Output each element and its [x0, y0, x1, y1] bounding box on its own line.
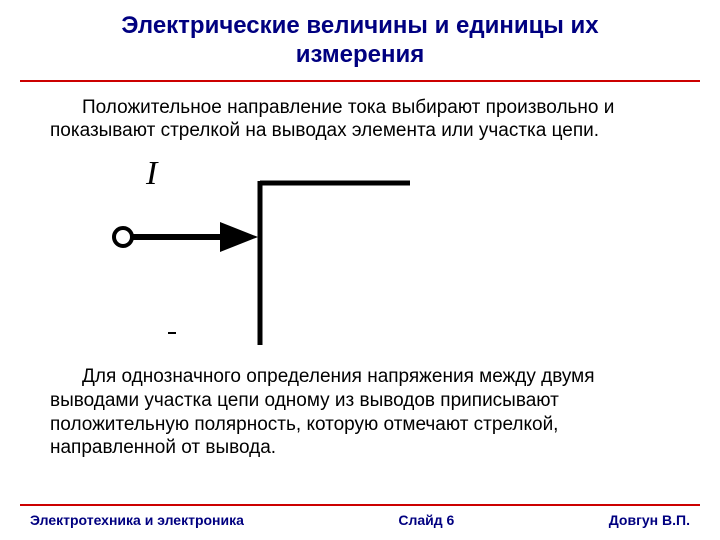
title-underline: [20, 80, 700, 82]
title-line-2: измерения: [296, 41, 424, 68]
footer-author: Довгун В.П.: [609, 512, 690, 528]
current-direction-diagram: I: [70, 157, 420, 347]
title-line-1: Электрические величины и единицы их: [121, 12, 598, 39]
arrow-head: [220, 222, 258, 252]
footer-row: Электротехника и электроника Слайд 6 Дов…: [20, 506, 700, 528]
slide-footer: Электротехника и электроника Слайд 6 Дов…: [20, 504, 700, 528]
paragraph-1: Положительное направление тока выбирают …: [0, 84, 720, 152]
slide-title: Электрические величины и единицы их изме…: [0, 0, 720, 78]
terminal-node: [112, 226, 134, 248]
current-symbol-label: I: [146, 155, 157, 193]
paragraph-2: Для однозначного определения напряжения …: [0, 353, 720, 468]
circuit-svg: [70, 157, 420, 347]
footer-course-name: Электротехника и электроника: [30, 512, 244, 528]
footer-slide-number: Слайд 6: [398, 512, 454, 528]
